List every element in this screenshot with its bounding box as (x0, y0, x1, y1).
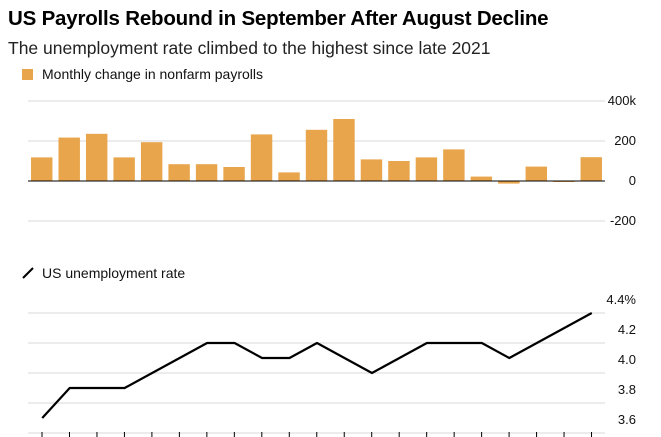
line-y-axis: 4.4% 4.2 4.0 3.8 3.6 (606, 292, 636, 427)
bar-y-tick-label: 400k (608, 93, 637, 108)
payroll-bar (195, 164, 218, 181)
payroll-bar (140, 142, 163, 181)
line-series (41, 312, 593, 419)
legend-payrolls: Monthly change in nonfarm payrolls (22, 66, 263, 82)
payroll-bar (443, 149, 465, 181)
legend-unemployment: US unemployment rate (22, 265, 185, 281)
bar-y-axis: 400k 200 0 -200 (28, 93, 636, 228)
chart-title: US Payrolls Rebound in September After A… (8, 7, 549, 30)
bar-y-tick-label: -200 (610, 213, 636, 228)
payroll-bar (580, 157, 602, 181)
payroll-bar (525, 166, 548, 181)
payroll-bar (250, 134, 273, 181)
payroll-bar (415, 157, 438, 181)
payroll-bar (498, 181, 520, 184)
payroll-bar (113, 157, 135, 181)
payroll-bar (360, 159, 383, 181)
bar-y-tick-label: 0 (629, 173, 636, 188)
legend-bar-label: Monthly change in nonfarm payrolls (42, 66, 264, 82)
legend-line-label: US unemployment rate (42, 265, 186, 281)
payroll-bar (305, 129, 328, 181)
payroll-bar (85, 133, 108, 181)
line-y-tick-label: 4.2 (618, 322, 636, 337)
payroll-bar (58, 137, 80, 181)
payroll-bar (470, 176, 493, 181)
bar-y-tick-label: 200 (614, 133, 636, 148)
payroll-bar (388, 161, 410, 181)
line-y-tick-label: 3.8 (618, 382, 636, 397)
line-y-tick-label: 3.6 (618, 412, 636, 427)
payroll-bar (168, 164, 190, 181)
payroll-bar (278, 172, 300, 181)
unemployment-line (41, 312, 593, 419)
chart-subtitle: The unemployment rate climbed to the hig… (8, 38, 491, 58)
x-axis-ticks (41, 432, 593, 437)
payroll-bar (223, 167, 245, 181)
line-y-tick-label: 4.4% (606, 292, 636, 307)
line-gridlines (28, 312, 605, 434)
payroll-bar (31, 157, 53, 181)
payroll-bar (333, 119, 355, 181)
bar-series (31, 119, 602, 184)
line-y-tick-label: 4.0 (618, 352, 636, 367)
legend-line-swatch (22, 267, 34, 279)
legend-bar-swatch (22, 68, 33, 80)
